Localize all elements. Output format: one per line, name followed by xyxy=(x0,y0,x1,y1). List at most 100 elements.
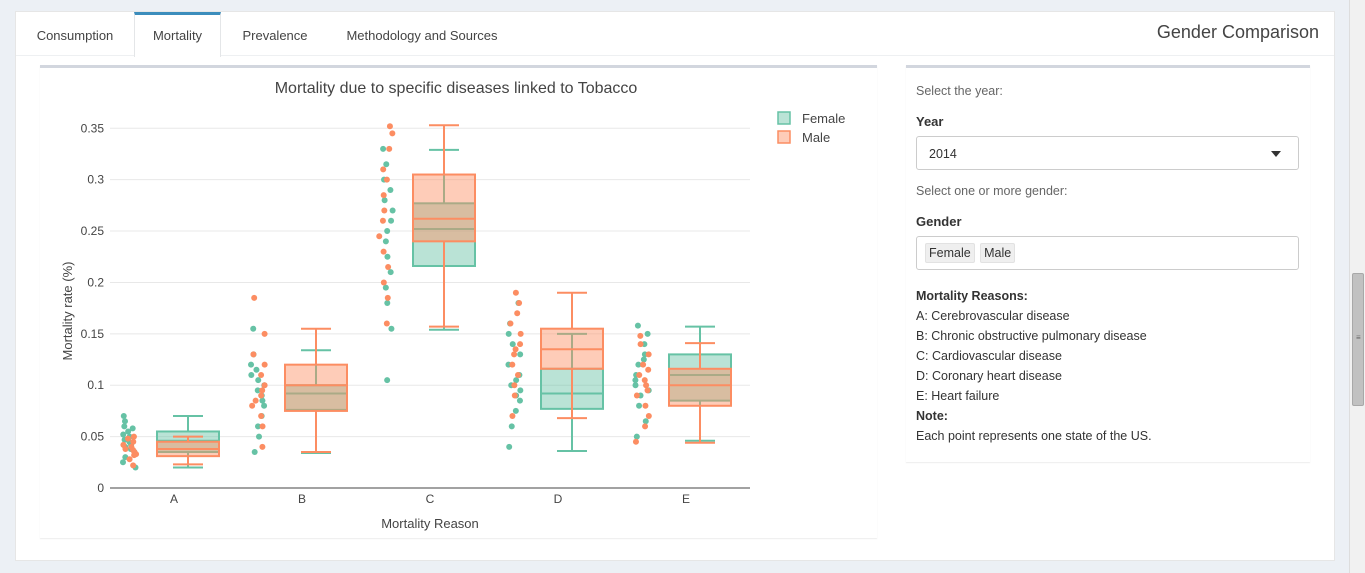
year-select[interactable]: 2014 xyxy=(916,136,1299,170)
data-point xyxy=(633,433,640,440)
y-tick-label: 0.05 xyxy=(81,430,105,444)
data-point xyxy=(511,351,518,358)
mortality-box-chart: Mortality due to specific diseases linke… xyxy=(60,80,845,531)
chart-title: Mortality due to specific diseases linke… xyxy=(275,80,638,97)
gender-label: Gender xyxy=(916,214,962,229)
data-point xyxy=(388,217,395,224)
data-point xyxy=(248,361,255,368)
data-point xyxy=(380,192,387,199)
scrollbar-thumb[interactable]: ≡ xyxy=(1352,273,1364,406)
data-point xyxy=(130,462,137,469)
note-text: Each point represents one state of the U… xyxy=(916,429,1152,443)
data-point xyxy=(387,186,394,193)
data-point xyxy=(249,402,256,409)
data-point xyxy=(517,387,524,394)
reasons-title: Mortality Reasons: xyxy=(916,289,1028,303)
data-point xyxy=(380,145,387,152)
data-point xyxy=(637,341,644,348)
data-point xyxy=(643,382,650,389)
data-point xyxy=(632,438,639,445)
data-point xyxy=(386,123,393,130)
data-point xyxy=(634,322,641,329)
chevron-down-icon xyxy=(1271,151,1281,157)
data-point xyxy=(376,233,383,240)
tab-methodology-and-sources[interactable]: Methodology and Sources xyxy=(346,28,498,43)
x-tick-label: C xyxy=(426,492,435,506)
top-strip xyxy=(0,0,1365,10)
data-point xyxy=(130,433,137,440)
data-point xyxy=(380,248,387,255)
data-point xyxy=(642,423,649,430)
data-point xyxy=(248,371,255,378)
data-point xyxy=(250,351,257,358)
tab-bar: Consumption Mortality Prevalence Methodo… xyxy=(16,12,1334,57)
data-point xyxy=(384,300,391,306)
year-label: Year xyxy=(916,114,944,129)
main-panel: Consumption Mortality Prevalence Methodo… xyxy=(15,11,1335,561)
gender-chip-female[interactable]: Female xyxy=(925,243,975,263)
legend-label: Female xyxy=(802,111,845,126)
data-point xyxy=(256,433,263,440)
data-point xyxy=(254,423,261,430)
data-point xyxy=(253,366,260,373)
data-point xyxy=(251,294,258,301)
reason-item: A: Cerebrovascular disease xyxy=(916,309,1070,323)
data-point xyxy=(381,197,388,204)
data-point xyxy=(514,310,521,317)
data-point xyxy=(384,377,391,384)
gender-chip-male[interactable]: Male xyxy=(980,243,1016,263)
legend-swatch xyxy=(777,130,791,144)
data-point xyxy=(506,443,513,450)
data-point xyxy=(640,361,647,368)
y-axis-label: Mortality rate (%) xyxy=(60,262,75,361)
data-point xyxy=(129,425,136,432)
data-point xyxy=(509,413,516,420)
y-tick-label: 0.15 xyxy=(81,327,105,341)
data-point xyxy=(254,387,261,394)
y-tick-label: 0 xyxy=(97,481,104,495)
data-point xyxy=(512,407,519,414)
data-point xyxy=(381,207,388,214)
legend-swatch xyxy=(777,111,791,125)
y-tick-label: 0.35 xyxy=(81,121,105,135)
data-point xyxy=(258,392,265,399)
data-point xyxy=(380,279,387,286)
data-point xyxy=(258,371,265,378)
gender-multiselect[interactable]: Female Male xyxy=(916,236,1299,270)
data-point xyxy=(125,428,132,435)
page-scrollbar[interactable]: ≡ xyxy=(1349,0,1365,573)
year-hint: Select the year: xyxy=(916,84,1003,98)
legend-label: Male xyxy=(802,130,830,145)
box-iqr xyxy=(412,173,476,243)
data-point xyxy=(386,145,393,152)
reason-item: E: Heart failure xyxy=(916,389,1000,403)
data-point xyxy=(388,325,395,332)
reason-item: B: Chronic obstructive pulmonary disease xyxy=(916,329,1147,343)
data-point xyxy=(511,382,518,389)
data-point xyxy=(130,438,137,445)
data-point xyxy=(512,289,519,296)
box-iqr xyxy=(284,363,348,412)
panel-title: Gender Comparison xyxy=(1156,22,1319,42)
data-point xyxy=(126,456,133,463)
chart-marks xyxy=(120,123,732,471)
box-iqr xyxy=(668,367,732,407)
data-point xyxy=(637,332,644,339)
data-point xyxy=(644,330,651,337)
data-point xyxy=(514,371,521,378)
tab-consumption[interactable]: Consumption xyxy=(36,28,114,43)
controls-box: Select the year: Year 2014 Select one or… xyxy=(906,65,1310,462)
data-point xyxy=(383,176,390,183)
data-point xyxy=(645,413,652,420)
data-point xyxy=(120,441,127,448)
data-point xyxy=(387,269,394,276)
tab-mortality[interactable]: Mortality xyxy=(134,12,221,57)
y-tick-label: 0.1 xyxy=(87,378,104,392)
data-point xyxy=(384,253,391,260)
data-point xyxy=(517,341,524,348)
tab-prevalence[interactable]: Prevalence xyxy=(242,28,308,43)
data-point xyxy=(645,366,652,373)
y-tick-label: 0.3 xyxy=(87,173,104,187)
chart-box: Mortality due to specific diseases linke… xyxy=(40,65,877,538)
x-tick-label: E xyxy=(682,492,690,506)
